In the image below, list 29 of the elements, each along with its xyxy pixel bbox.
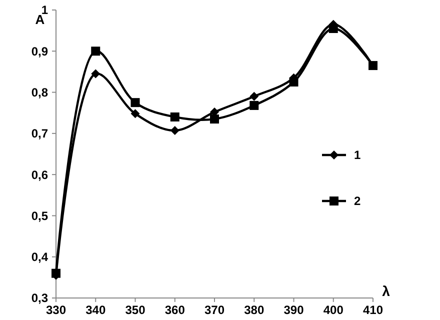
x-tick-label: 400 — [323, 303, 344, 317]
x-axis-title: λ — [382, 283, 390, 299]
point — [170, 126, 180, 136]
legend-label: 1 — [354, 148, 361, 162]
y-tick-label: 0,6 — [31, 168, 48, 182]
x-tick-label: 390 — [284, 303, 304, 317]
x-tick-label: 380 — [244, 303, 264, 317]
y-tick-label: 0,5 — [31, 208, 48, 223]
point — [210, 114, 219, 124]
x-tick-label: 340 — [86, 303, 106, 317]
y-tick-label: 0,8 — [31, 85, 48, 100]
x-tick-label: 410 — [362, 303, 384, 317]
x-tick-label: 350 — [125, 303, 146, 317]
x-tick-label: 360 — [164, 303, 186, 317]
x-tick-label: 370 — [204, 303, 225, 317]
point — [250, 100, 259, 110]
y-tick-label: 0,4 — [31, 250, 48, 264]
y-tick-label: 0,9 — [31, 44, 48, 58]
point — [91, 46, 100, 56]
legend-label: 2 — [354, 194, 361, 208]
x-tick-label: 330 — [46, 303, 66, 317]
point — [130, 98, 140, 108]
y-tick-label: 0,7 — [31, 126, 48, 141]
point — [91, 69, 100, 78]
point — [170, 112, 180, 122]
y-tick-label: 1 — [41, 3, 48, 18]
point — [130, 109, 140, 118]
point — [250, 92, 259, 101]
y-tick-label: 0,3 — [31, 291, 48, 306]
